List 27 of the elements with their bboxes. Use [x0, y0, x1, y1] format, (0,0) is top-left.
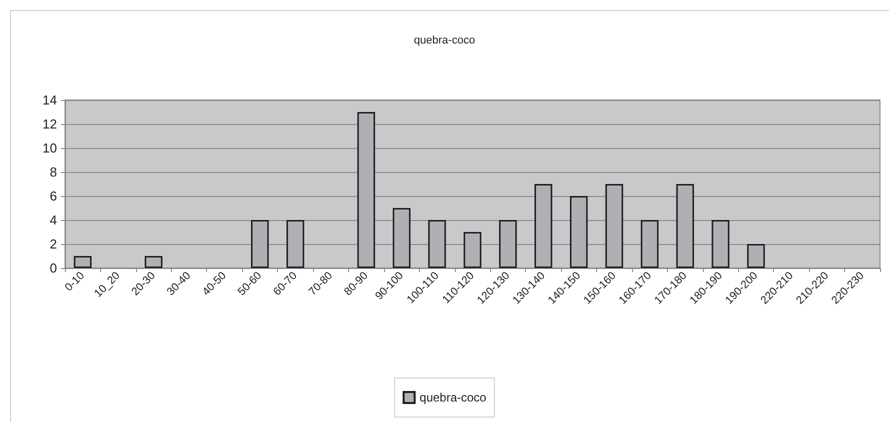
bar: [570, 196, 588, 268]
bar: [144, 256, 162, 268]
x-tick-label: 0-10: [62, 270, 87, 294]
y-tick-label: 6: [50, 188, 57, 204]
bar: [74, 256, 92, 268]
y-tick-label: 8: [50, 164, 57, 180]
bar: [464, 232, 482, 268]
bar: [357, 112, 376, 268]
bar: [251, 220, 269, 268]
bar: [676, 184, 694, 268]
bar: [640, 220, 659, 268]
bar: [499, 220, 517, 268]
y-tick-label: 12: [42, 116, 57, 132]
y-tick-label: 14: [42, 92, 57, 108]
bar: [286, 220, 304, 268]
chart-title: quebra-coco: [414, 34, 476, 46]
bar: [534, 184, 552, 268]
legend-label: quebra-coco: [420, 390, 487, 404]
bar: [392, 208, 410, 268]
y-tick-label: 0: [50, 260, 57, 276]
bar: [747, 244, 765, 268]
y-tick-label: 4: [50, 212, 57, 228]
y-tick-label: 2: [50, 236, 57, 252]
bar: [712, 220, 730, 268]
y-tick-label: 10: [42, 140, 57, 156]
bar: [428, 220, 446, 268]
bar: [605, 184, 624, 268]
